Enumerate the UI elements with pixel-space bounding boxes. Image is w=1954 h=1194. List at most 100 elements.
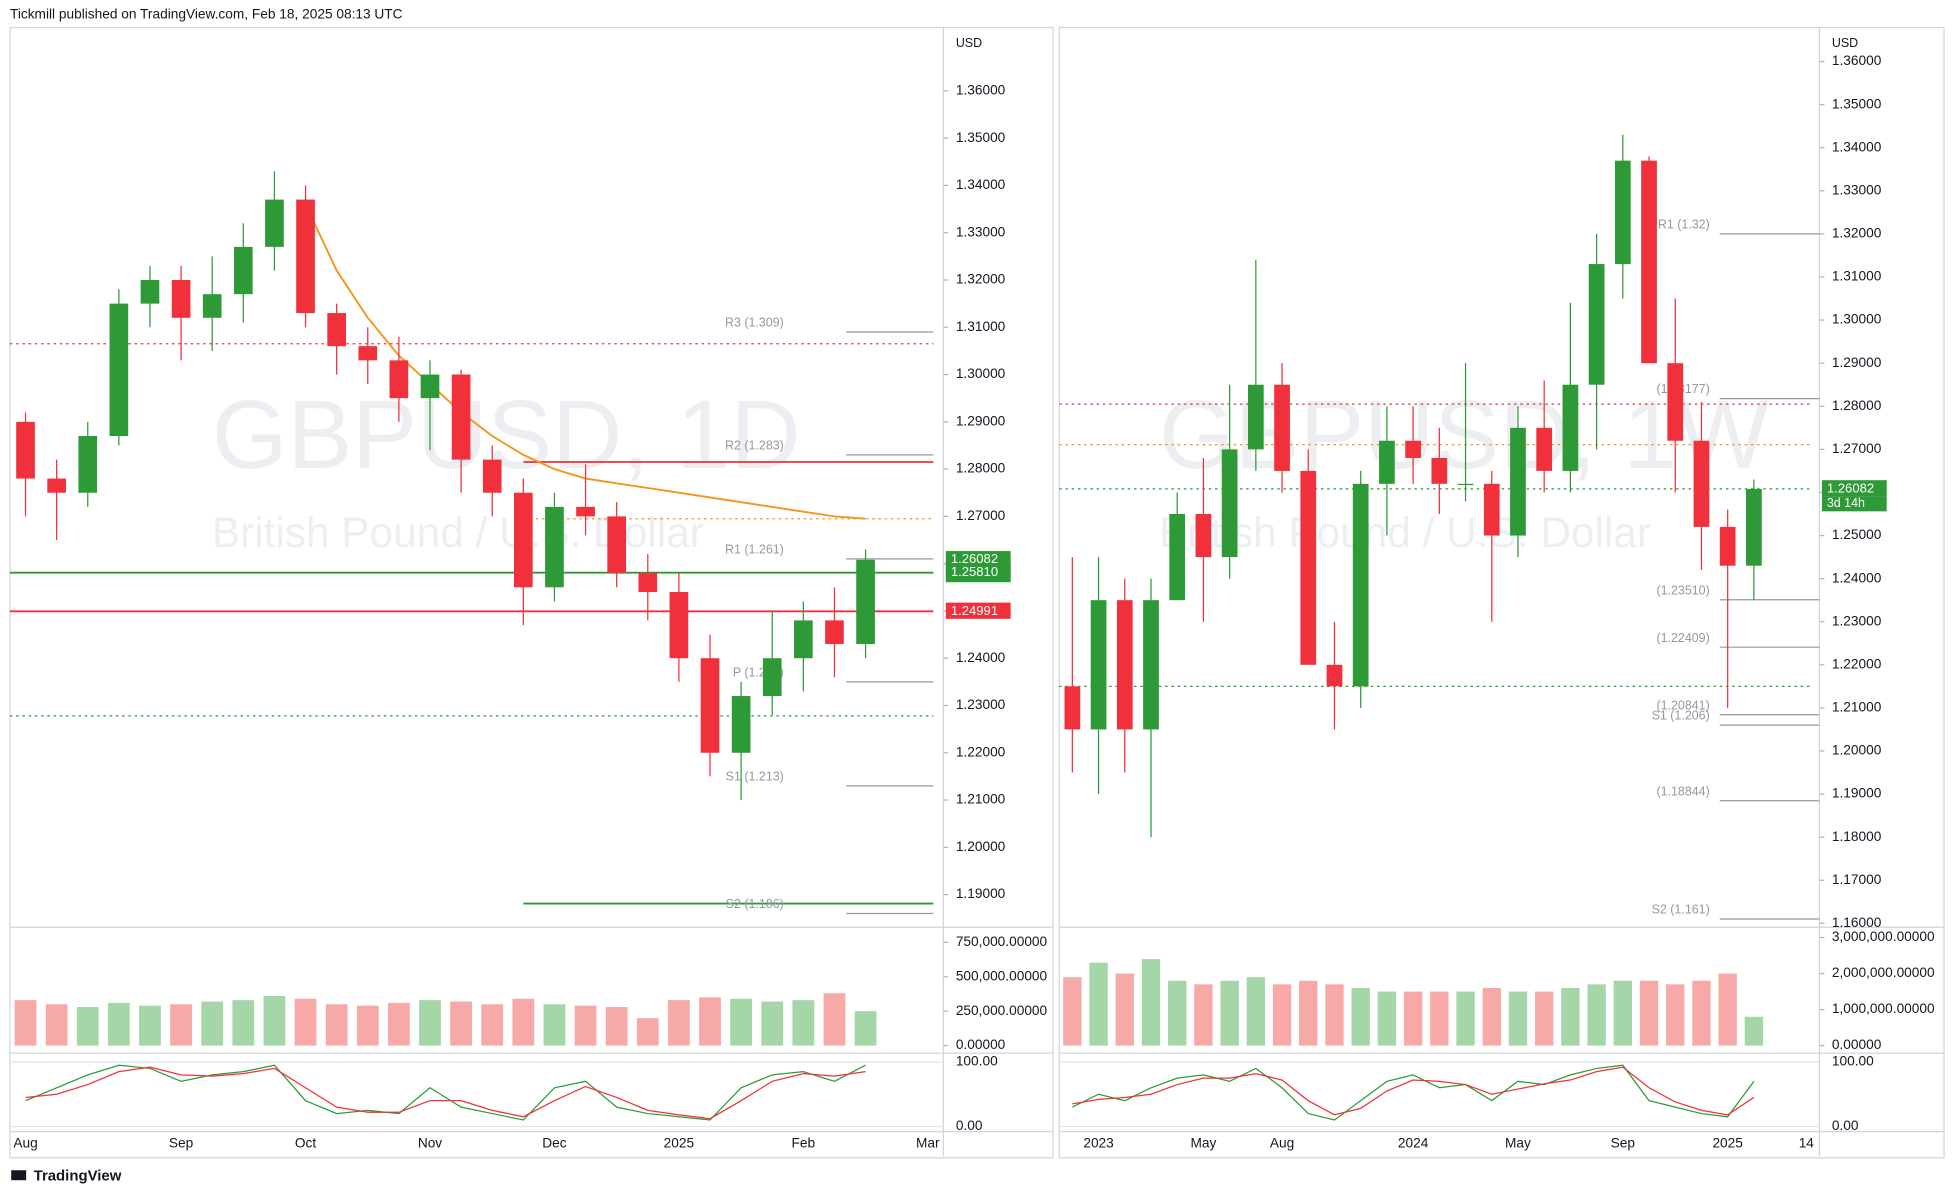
pivot-label: R3 (1.309)	[725, 316, 784, 330]
right-panel-frame	[1058, 26, 1945, 1159]
volume-bar	[1246, 977, 1266, 1046]
volume-bar	[1063, 977, 1082, 1046]
x-tick-label: Nov	[418, 1136, 442, 1151]
oscillator-tick-label: 100.00	[956, 1054, 998, 1069]
volume-bar	[1141, 959, 1161, 1046]
x-tick-label: 2024	[1398, 1136, 1429, 1151]
oscillator-line	[1072, 1064, 1755, 1121]
volume-bar	[419, 1000, 441, 1046]
candle-body	[1274, 384, 1290, 471]
volume-bar	[1351, 987, 1370, 1046]
volume-bar	[1718, 973, 1737, 1046]
volume-bar	[1639, 980, 1659, 1046]
volume-bar	[1535, 991, 1554, 1046]
y-tick-label: 1.28000	[1832, 398, 1882, 413]
volume-bar	[1220, 980, 1239, 1046]
x-tick-label: Aug	[1270, 1136, 1294, 1151]
candle-body	[607, 516, 627, 574]
brand: TradingView	[34, 1167, 122, 1184]
watermark-sub: British Pound / U.S. Dollar	[212, 509, 704, 556]
oscillator-tick-label: 0.00	[956, 1118, 983, 1133]
candle-body	[1431, 457, 1448, 484]
candle-body	[1562, 384, 1579, 471]
candle-body	[762, 658, 782, 697]
candle-body	[856, 559, 875, 645]
volume-bar	[699, 997, 721, 1046]
pivot-label: R2 (1.283)	[725, 438, 784, 452]
volume-bar	[1194, 984, 1213, 1046]
x-tick-label: May	[1505, 1136, 1531, 1151]
price-tag	[1821, 480, 1887, 497]
price-tag-label: 1.26082	[1827, 480, 1874, 495]
y-tick-label: 1.35000	[956, 130, 1006, 145]
y-tick-label: 1.21000	[956, 792, 1006, 807]
volume-bar	[1299, 980, 1318, 1046]
currency-label: USD	[1832, 36, 1858, 50]
x-tick-label: Dec	[542, 1136, 566, 1151]
price-tag-sub-label: 3d 14h	[1827, 496, 1865, 510]
y-tick-label: 1.24000	[1832, 570, 1882, 585]
volume-bar	[107, 1002, 130, 1046]
y-tick-label: 1.18000	[1832, 829, 1882, 844]
x-tick-label: 2025	[1712, 1136, 1743, 1151]
candle-body	[700, 658, 720, 753]
volume-bar	[1325, 984, 1344, 1046]
price-tag	[945, 551, 1011, 568]
y-tick-label: 1.27000	[1832, 441, 1882, 456]
left-panel-frame	[9, 26, 1054, 1159]
candle-body	[1352, 483, 1369, 687]
y-tick-label: 1.33000	[956, 224, 1006, 239]
volume-bar	[574, 1005, 597, 1046]
price-tag-sub	[1821, 496, 1887, 512]
candle-body	[1457, 483, 1474, 486]
volume-bar	[1613, 980, 1632, 1046]
volume-bar	[1692, 980, 1711, 1046]
candle-body	[109, 303, 129, 436]
candle-body	[638, 573, 658, 593]
candle-body	[1588, 264, 1605, 385]
oscillator-line	[25, 1064, 866, 1121]
volume-bar	[76, 1007, 99, 1046]
candle-body	[1693, 440, 1710, 527]
x-tick-label: Feb	[792, 1136, 816, 1151]
volume-bar	[139, 1005, 161, 1046]
volume-bar	[1403, 991, 1423, 1046]
y-tick-label: 1.27000	[956, 508, 1006, 523]
y-tick-label: 1.29000	[956, 413, 1006, 428]
pivot-label: S1 (1.206)	[1652, 709, 1710, 723]
candle-body	[358, 346, 378, 361]
candle-body	[1221, 449, 1238, 558]
oscillator-tick-label: 100.00	[1832, 1054, 1874, 1069]
volume-bar	[1587, 984, 1606, 1046]
candle-body	[513, 492, 533, 588]
x-tick-label: 2025	[664, 1136, 695, 1151]
candle-body	[265, 199, 284, 247]
oscillator-line	[25, 1066, 866, 1120]
volume-bar	[45, 1004, 68, 1046]
pivot-label: S2 (1.161)	[1652, 903, 1710, 917]
candle-body	[1405, 440, 1421, 458]
x-tick-label: Sep	[1611, 1136, 1636, 1151]
volume-bar	[325, 1004, 348, 1046]
candle-body	[420, 374, 440, 399]
tv-logo: TradingView	[11, 1167, 122, 1184]
watermark: GBPUSD, 1D	[212, 380, 801, 489]
volume-bar	[1089, 962, 1108, 1046]
volume-bar	[1508, 991, 1528, 1046]
volume-tick-label: 0.00000	[956, 1037, 1006, 1052]
candle-body	[1143, 600, 1159, 730]
y-tick-label: 1.25000	[1832, 527, 1882, 542]
volume-bar	[387, 1002, 410, 1046]
x-tick-label: 14	[1799, 1136, 1815, 1151]
candle-body	[202, 294, 222, 318]
y-tick-label: 1.31000	[956, 319, 1006, 334]
candle-body	[825, 620, 844, 645]
y-tick-label: 1.36000	[956, 82, 1006, 97]
candle-body	[78, 435, 98, 493]
pivot-label: (1.22409)	[1656, 631, 1709, 645]
y-tick-label: 1.35000	[1832, 96, 1882, 111]
y-tick-label: 1.22000	[956, 744, 1006, 759]
volume-bar	[668, 1000, 690, 1046]
